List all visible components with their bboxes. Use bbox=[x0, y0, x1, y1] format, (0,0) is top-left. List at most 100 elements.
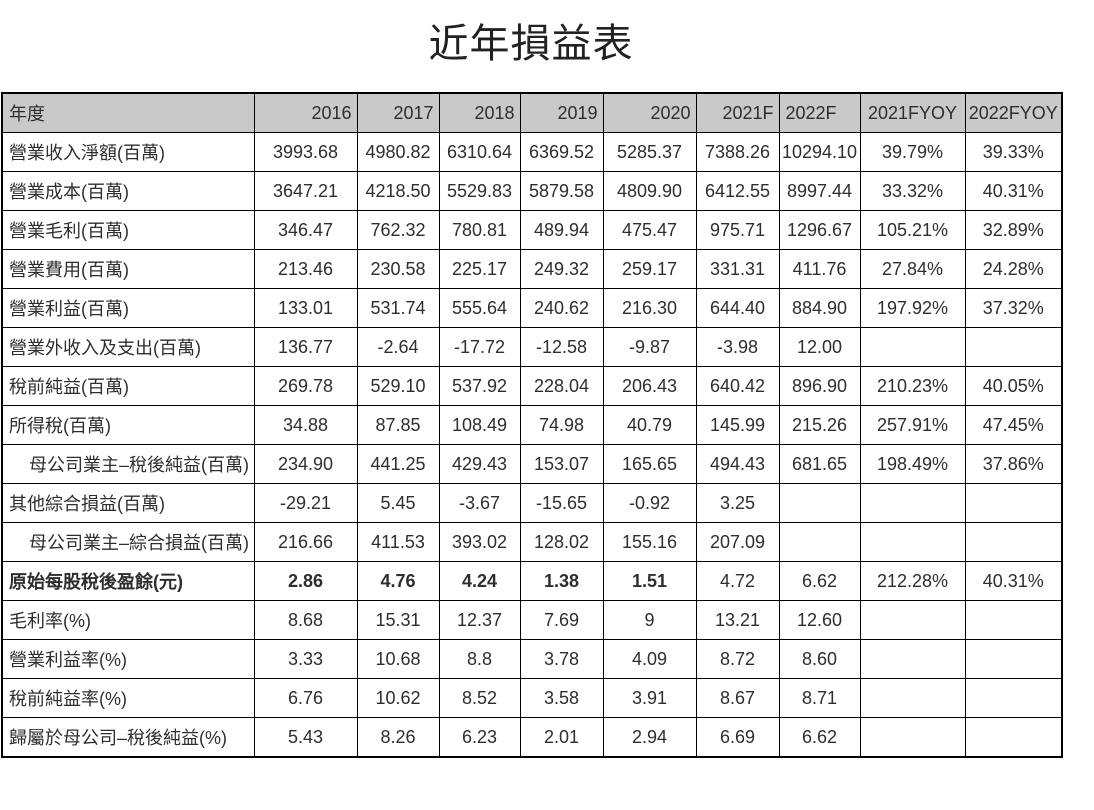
value-cell bbox=[964, 327, 1063, 367]
value-cell: 4218.50 bbox=[356, 171, 440, 211]
value-cell: -15.65 bbox=[519, 483, 604, 523]
value-cell: -3.98 bbox=[695, 327, 780, 367]
value-cell: 206.43 bbox=[602, 366, 697, 406]
value-cell: 9 bbox=[602, 600, 697, 640]
value-cell: 1296.67 bbox=[778, 210, 861, 250]
value-cell bbox=[964, 717, 1063, 758]
table-row: 營業成本(百萬) 3647.21 4218.50 5529.83 5879.58 4809… bbox=[1, 171, 1063, 211]
value-cell: 8.71 bbox=[778, 678, 861, 718]
value-cell: 215.26 bbox=[778, 405, 861, 445]
value-cell: 2.94 bbox=[602, 717, 697, 758]
value-cell: 198.49% bbox=[859, 444, 966, 484]
table-row: 毛利率(%) 8.68 15.31 12.37 7.69 9 13.21 12.60 bbox=[1, 600, 1063, 640]
value-cell: 3.25 bbox=[695, 483, 780, 523]
row-label-cell: 營業費用(百萬) bbox=[1, 249, 255, 289]
value-cell: 216.66 bbox=[253, 522, 358, 562]
value-cell: 441.25 bbox=[356, 444, 440, 484]
row-label-cell: 所得稅(百萬) bbox=[1, 405, 255, 445]
value-cell: 4980.82 bbox=[356, 132, 440, 172]
value-cell: 8997.44 bbox=[778, 171, 861, 211]
value-cell: 234.90 bbox=[253, 444, 358, 484]
value-cell: 4.09 bbox=[602, 639, 697, 679]
value-cell: 2.01 bbox=[519, 717, 604, 758]
value-cell: 12.37 bbox=[438, 600, 521, 640]
value-cell bbox=[964, 522, 1063, 562]
value-cell bbox=[859, 522, 966, 562]
value-cell: 4809.90 bbox=[602, 171, 697, 211]
value-cell: 3.91 bbox=[602, 678, 697, 718]
value-cell: -17.72 bbox=[438, 327, 521, 367]
table-row: 其他綜合損益(百萬) -29.21 5.45 -3.67 -15.65 -0.92 3.25 bbox=[1, 483, 1063, 523]
row-label-cell: 營業外收入及支出(百萬) bbox=[1, 327, 255, 367]
table-header-row: 年度 2016 2017 2018 2019 2020 2021F 2022F 2021FYOY… bbox=[1, 92, 1063, 133]
value-cell: 3.33 bbox=[253, 639, 358, 679]
value-cell: 153.07 bbox=[519, 444, 604, 484]
table-row: 原始每股稅後盈餘(元) 2.86 4.76 4.24 1.38 1.51 4.72 6.62 2… bbox=[1, 561, 1063, 601]
value-cell: 2.86 bbox=[253, 561, 358, 601]
year-column-header-cell: 2022FYOY bbox=[964, 92, 1063, 133]
value-cell: 249.32 bbox=[519, 249, 604, 289]
value-cell: 555.64 bbox=[438, 288, 521, 328]
value-cell: 155.16 bbox=[602, 522, 697, 562]
value-cell: 197.92% bbox=[859, 288, 966, 328]
income-statement-table: 年度 2016 2017 2018 2019 2020 2021F 2022F 2021FYOY… bbox=[1, 92, 1063, 758]
value-cell: 975.71 bbox=[695, 210, 780, 250]
table-row: 稅前純益(百萬) 269.78 529.10 537.92 228.04 206.43 64… bbox=[1, 366, 1063, 406]
value-cell: 10294.10 bbox=[778, 132, 861, 172]
value-cell: 6369.52 bbox=[519, 132, 604, 172]
value-cell: 128.02 bbox=[519, 522, 604, 562]
row-label-cell: 毛利率(%) bbox=[1, 600, 255, 640]
table-row: 母公司業主–綜合損益(百萬) 216.66 411.53 393.02 128.02 15… bbox=[1, 522, 1063, 562]
year-column-header-cell: 2016 bbox=[253, 92, 358, 133]
value-cell: 228.04 bbox=[519, 366, 604, 406]
value-cell: 39.33% bbox=[964, 132, 1063, 172]
value-cell: 10.68 bbox=[356, 639, 440, 679]
row-label-cell: 原始每股稅後盈餘(元) bbox=[1, 561, 255, 601]
table-row: 營業費用(百萬) 213.46 230.58 225.17 249.32 259.17 33… bbox=[1, 249, 1063, 289]
report-page: 近年損益表 年度 2016 2017 2018 2019 2020 2021F 2022F 20… bbox=[0, 22, 1094, 758]
value-cell: 207.09 bbox=[695, 522, 780, 562]
value-cell: 429.43 bbox=[438, 444, 521, 484]
year-column-header-cell: 2018 bbox=[438, 92, 521, 133]
value-cell: 411.53 bbox=[356, 522, 440, 562]
table-row: 所得稅(百萬) 34.88 87.85 108.49 74.98 40.79 145.99 2… bbox=[1, 405, 1063, 445]
value-cell bbox=[964, 483, 1063, 523]
value-cell: 12.00 bbox=[778, 327, 861, 367]
value-cell: 6.76 bbox=[253, 678, 358, 718]
row-label-cell: 營業收入淨額(百萬) bbox=[1, 132, 255, 172]
value-cell: 1.51 bbox=[602, 561, 697, 601]
row-label-cell: 其他綜合損益(百萬) bbox=[1, 483, 255, 523]
value-cell: 8.68 bbox=[253, 600, 358, 640]
value-cell: 133.01 bbox=[253, 288, 358, 328]
value-cell: 896.90 bbox=[778, 366, 861, 406]
value-cell: 6310.64 bbox=[438, 132, 521, 172]
value-cell: 7.69 bbox=[519, 600, 604, 640]
year-axis-header-cell: 年度 bbox=[1, 92, 255, 133]
value-cell: 40.05% bbox=[964, 366, 1063, 406]
value-cell: 40.31% bbox=[964, 171, 1063, 211]
value-cell: 40.31% bbox=[964, 561, 1063, 601]
value-cell: 37.32% bbox=[964, 288, 1063, 328]
value-cell: 87.85 bbox=[356, 405, 440, 445]
year-column-header-cell: 2019 bbox=[519, 92, 604, 133]
value-cell: 762.32 bbox=[356, 210, 440, 250]
value-cell: 33.32% bbox=[859, 171, 966, 211]
value-cell: 4.72 bbox=[695, 561, 780, 601]
table-row: 營業利益(百萬) 133.01 531.74 555.64 240.62 216.30 64… bbox=[1, 288, 1063, 328]
value-cell: 393.02 bbox=[438, 522, 521, 562]
table-row: 營業毛利(百萬) 346.47 762.32 780.81 489.94 475.47 97… bbox=[1, 210, 1063, 250]
value-cell: 15.31 bbox=[356, 600, 440, 640]
value-cell: 6.62 bbox=[778, 561, 861, 601]
row-label-cell: 歸屬於母公司–稅後純益(%) bbox=[1, 717, 255, 758]
value-cell: 240.62 bbox=[519, 288, 604, 328]
value-cell bbox=[964, 600, 1063, 640]
table-row: 歸屬於母公司–稅後純益(%) 5.43 8.26 6.23 2.01 2.94 6.69 6.… bbox=[1, 717, 1063, 758]
value-cell: 3647.21 bbox=[253, 171, 358, 211]
value-cell: 210.23% bbox=[859, 366, 966, 406]
value-cell: 529.10 bbox=[356, 366, 440, 406]
value-cell: 884.90 bbox=[778, 288, 861, 328]
value-cell: -29.21 bbox=[253, 483, 358, 523]
row-label-cell: 營業利益(百萬) bbox=[1, 288, 255, 328]
value-cell: 489.94 bbox=[519, 210, 604, 250]
value-cell: -0.92 bbox=[602, 483, 697, 523]
